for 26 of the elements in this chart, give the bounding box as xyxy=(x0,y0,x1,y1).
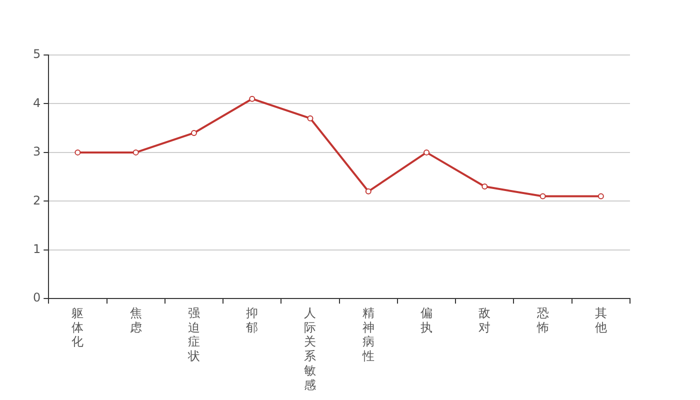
point xyxy=(74,149,81,156)
x-tick-label: 偏执 xyxy=(420,306,433,334)
y-tick-label: 3 xyxy=(32,144,41,159)
x-tick-label: 精神病性 xyxy=(361,306,374,364)
point xyxy=(482,184,488,190)
x-tick-label: 恐怖 xyxy=(536,306,549,334)
point xyxy=(132,149,139,156)
x-tick-label: 敌对 xyxy=(478,306,491,334)
point xyxy=(190,130,197,136)
x-tick-label: 其他 xyxy=(594,306,607,334)
point xyxy=(365,188,372,194)
point xyxy=(249,96,256,102)
point xyxy=(598,193,604,200)
x-tick-label: 强迫症状 xyxy=(186,306,200,364)
point xyxy=(424,149,430,156)
point xyxy=(540,193,546,200)
y-tick-label: 2 xyxy=(32,193,41,208)
x-tick-label: 人际关系敏感 xyxy=(304,306,316,392)
y-tick-label: 4 xyxy=(32,96,41,110)
y-tick-label: 0 xyxy=(32,290,41,305)
x-tick-label: 躯体化 xyxy=(72,306,84,349)
y-tick-label: 5 xyxy=(32,47,41,62)
y-tick-label: 1 xyxy=(32,242,41,256)
x-tick-label: 抑郁 xyxy=(246,306,258,334)
x-tick-label: 焦虑 xyxy=(130,306,142,334)
point xyxy=(307,115,314,122)
